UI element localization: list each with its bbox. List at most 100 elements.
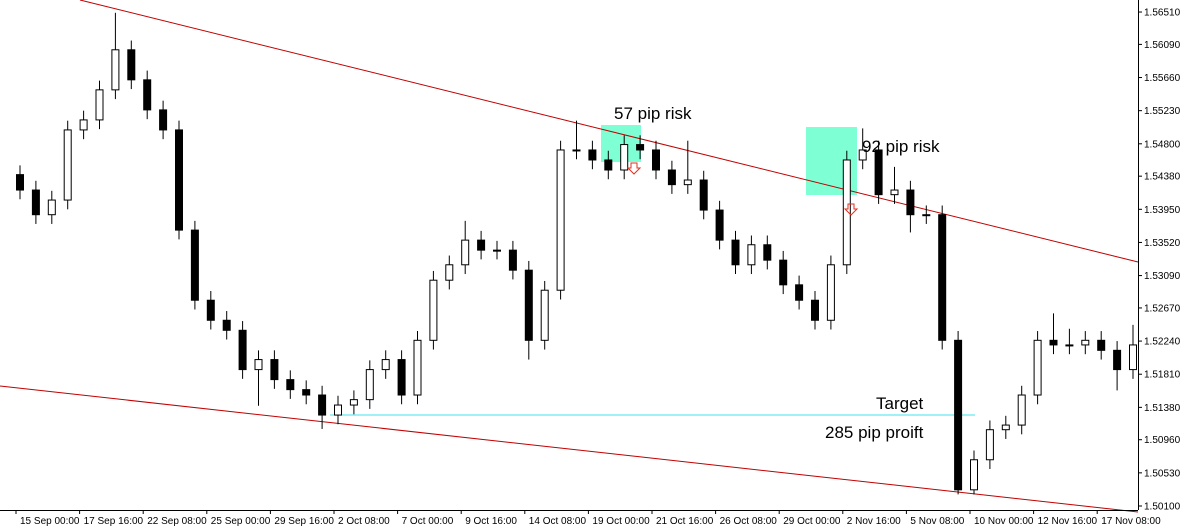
candle-body — [95, 89, 104, 121]
x-tick-label: 12 Nov 16:00 — [1038, 516, 1098, 527]
x-tick-label: 5 Nov 08:00 — [910, 516, 964, 527]
candle-body — [79, 119, 88, 131]
y-tick-label: 1.50100 — [1144, 501, 1181, 512]
candle-body — [111, 49, 120, 91]
candle-body — [842, 159, 851, 266]
candle-body — [683, 179, 692, 186]
candle-body — [1129, 344, 1137, 371]
candle-body — [985, 429, 994, 461]
candle-body — [954, 339, 963, 491]
candle-body — [524, 269, 533, 341]
candle-body — [493, 249, 501, 252]
candle-body — [334, 404, 342, 416]
x-tick-label: 29 Oct 00:00 — [783, 516, 841, 527]
x-tick-label: 17 Sep 16:00 — [84, 516, 144, 527]
candle-body — [572, 149, 581, 152]
candle-body — [874, 149, 883, 196]
candle-body — [222, 319, 231, 331]
y-tick-label: 1.55230 — [1144, 106, 1181, 117]
annotation: 57 pip risk — [614, 104, 692, 123]
candle-body — [1017, 394, 1026, 426]
candle-body — [1033, 339, 1042, 396]
candle-body — [1113, 349, 1122, 371]
candle-body — [667, 169, 676, 186]
y-tick-label: 1.52670 — [1144, 303, 1181, 314]
candle-body — [365, 369, 374, 401]
candle-body — [159, 109, 168, 131]
x-tick-label: 29 Sep 16:00 — [274, 516, 334, 527]
candle-body — [906, 189, 915, 216]
candle-body — [858, 149, 867, 161]
candle-body — [652, 149, 660, 171]
x-tick-label: 2 Nov 16:00 — [847, 516, 901, 527]
candle-body — [699, 179, 708, 211]
candle-body — [1065, 344, 1074, 347]
candle-body — [63, 129, 72, 201]
annotation: 92 pip risk — [862, 137, 940, 156]
y-tick-label: 1.53090 — [1144, 271, 1181, 282]
x-tick-label: 25 Sep 00:00 — [211, 516, 271, 527]
x-tick-label: 14 Oct 08:00 — [529, 516, 587, 527]
y-tick-label: 1.54800 — [1144, 139, 1181, 150]
candle-body — [763, 244, 772, 261]
candle-body — [970, 459, 978, 491]
x-tick-label: 15 Sep 00:00 — [20, 516, 80, 527]
candle-body — [795, 284, 804, 301]
candle-body — [1049, 339, 1058, 346]
y-tick-label: 1.56510 — [1144, 8, 1181, 19]
x-tick-label: 10 Nov 00:00 — [974, 516, 1034, 527]
candle-body — [604, 159, 613, 171]
candle-body — [890, 189, 899, 196]
candle-body — [349, 399, 358, 406]
y-tick-label: 1.50960 — [1144, 435, 1181, 446]
annotation: Target — [876, 394, 924, 413]
candle-body — [477, 239, 486, 251]
y-tick-label: 1.53520 — [1144, 238, 1181, 249]
candle-body — [461, 239, 470, 266]
trend-line — [0, 385, 1139, 513]
candles — [16, 12, 1137, 495]
y-tick-label: 1.56090 — [1144, 40, 1181, 51]
candle-body — [811, 299, 819, 321]
x-tick-label: 17 Nov 08:00 — [1101, 516, 1161, 527]
x-tick-label: 21 Oct 16:00 — [656, 516, 714, 527]
candle-body — [1097, 339, 1106, 351]
x-tick-label: 9 Oct 16:00 — [465, 516, 517, 527]
y-tick-label: 1.52240 — [1144, 337, 1181, 348]
candle-body — [1081, 339, 1090, 346]
x-tick-label: 26 Oct 08:00 — [720, 516, 778, 527]
x-tick-label: 19 Oct 00:00 — [592, 516, 650, 527]
candle-body — [938, 214, 947, 341]
x-tick-label: 22 Sep 08:00 — [147, 516, 207, 527]
candle-body — [318, 394, 327, 416]
candle-body — [397, 359, 406, 396]
sell-arrow — [843, 203, 859, 216]
sell-arrow — [626, 162, 642, 175]
candle-body — [286, 379, 295, 391]
candle-body — [16, 174, 24, 191]
candle-body — [175, 129, 183, 231]
candle-body — [826, 264, 835, 321]
candle-body — [31, 189, 40, 216]
y-tick-label: 1.51810 — [1144, 370, 1181, 381]
y-tick-label: 1.54380 — [1144, 172, 1181, 183]
candle-body — [636, 144, 645, 151]
candle-body — [620, 144, 629, 171]
candle-body — [190, 229, 199, 301]
x-tick-label: 7 Oct 00:00 — [402, 516, 454, 527]
candle-body — [206, 299, 215, 321]
candle-body — [127, 49, 136, 81]
candle-body — [922, 214, 931, 217]
candle-body — [445, 264, 454, 281]
candle-body — [47, 199, 56, 216]
candle-body — [143, 79, 152, 111]
y-tick-label: 1.51380 — [1144, 403, 1181, 414]
candle-body — [540, 289, 549, 341]
candle-body — [715, 209, 724, 241]
annotation: 285 pip proift — [825, 423, 924, 442]
trend-line — [79, 0, 1139, 263]
y-tick-label: 1.53950 — [1144, 205, 1181, 216]
candle-body — [508, 249, 517, 271]
candle-body — [238, 329, 247, 371]
